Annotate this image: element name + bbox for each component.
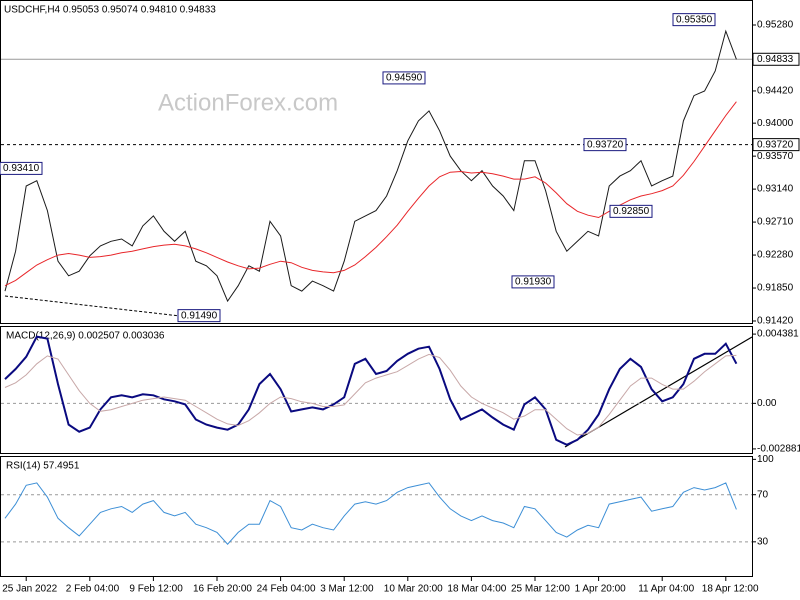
series-line [4, 101, 737, 287]
macd-panel [0, 326, 753, 454]
level-label: 0.93720 [757, 139, 794, 150]
series-line [4, 353, 737, 436]
x-tick-label: 9 Feb 12:00 [129, 584, 183, 595]
x-tick-label: 10 Mar 20:00 [384, 584, 443, 595]
x-tick-label: 25 Mar 12:00 [511, 584, 570, 595]
y-tick-label: 0.93570 [757, 151, 794, 162]
panel-title: USDCHF,H4 0.95053 0.95074 0.94810 0.9483… [4, 5, 216, 16]
y-tick-label: 0.92710 [757, 217, 794, 228]
y-tick-label: 0.91420 [757, 316, 794, 327]
y-tick-label: 0.91850 [757, 283, 794, 294]
series-line [4, 29, 737, 303]
y-tick-label: 30 [757, 536, 769, 547]
annotation-box [382, 71, 426, 85]
x-tick-label: 1 Apr 20:00 [575, 584, 627, 595]
x-tick-label: 24 Feb 04:00 [257, 584, 316, 595]
annotation-label: 0.95350 [676, 14, 713, 25]
y-tick-label: 0.00 [757, 398, 777, 409]
x-tick-label: 18 Mar 04:00 [447, 584, 506, 595]
y-tick-label: -0.002881 [757, 444, 800, 455]
annotation-label: 0.91490 [181, 310, 218, 321]
y-tick-label: 0.94420 [757, 86, 794, 97]
annotation-label: 0.93720 [587, 139, 624, 150]
annotation-box [609, 204, 653, 218]
level-label: 0.94833 [757, 54, 794, 65]
x-tick-label: 11 Apr 04:00 [638, 584, 694, 595]
annotation-label: 0.93410 [3, 163, 40, 174]
y-tick-label: 0.93140 [757, 184, 794, 195]
x-tick-label: 3 Mar 12:00 [320, 584, 374, 595]
y-tick-label: 0.92280 [757, 250, 794, 261]
y-tick-label: 100 [757, 454, 774, 465]
annotation-label: 0.91930 [515, 277, 552, 288]
y-tick-label: 0.004381 [757, 329, 799, 340]
annotation-label: 0.94590 [386, 73, 423, 84]
panel-title: MACD(12,26,9) 0.002507 0.003036 [6, 331, 165, 342]
support-line [4, 295, 181, 317]
x-tick-label: 18 Apr 12:00 [702, 584, 759, 595]
annotation-box [177, 309, 221, 323]
annotation-box [511, 275, 555, 289]
annotation-box [672, 13, 716, 27]
annotation-box [0, 161, 43, 175]
rsi-panel [0, 456, 753, 577]
level-box [752, 52, 800, 66]
x-tick-label: 2 Feb 04:00 [66, 584, 120, 595]
level-box [752, 138, 800, 152]
annotation-label: 0.92850 [613, 206, 650, 217]
watermark: ActionForex.com [158, 89, 338, 116]
y-tick-label: 0.94000 [757, 118, 794, 129]
y-tick-label: 70 [757, 489, 769, 500]
annotation-box [583, 138, 627, 152]
x-tick-label: 16 Feb 20:00 [193, 584, 252, 595]
series-line [4, 482, 737, 545]
x-tick-label: 25 Jan 2022 [2, 584, 57, 595]
panel-title: RSI(14) 57.4951 [6, 461, 80, 472]
y-tick-label: 0.95280 [757, 20, 794, 31]
series-line [4, 335, 738, 446]
